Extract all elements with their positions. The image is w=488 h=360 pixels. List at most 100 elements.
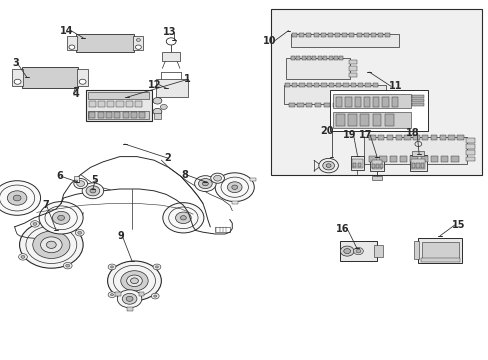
Bar <box>372 114 381 126</box>
Circle shape <box>108 292 116 298</box>
Bar <box>88 101 96 107</box>
Circle shape <box>33 231 70 258</box>
Bar <box>371 160 382 169</box>
Circle shape <box>210 173 224 183</box>
Text: 7: 7 <box>42 200 49 210</box>
Bar <box>296 56 300 60</box>
Text: 15: 15 <box>451 220 465 230</box>
Circle shape <box>126 296 133 301</box>
Text: 2: 2 <box>164 153 171 163</box>
Bar <box>12 69 23 86</box>
Bar <box>349 103 356 107</box>
Bar <box>386 135 392 140</box>
Bar <box>139 112 145 118</box>
Bar <box>420 258 459 262</box>
Bar <box>382 97 388 107</box>
Bar <box>290 34 398 47</box>
Circle shape <box>20 221 83 268</box>
Bar <box>98 112 103 118</box>
Bar <box>413 241 418 259</box>
Circle shape <box>82 183 103 199</box>
Text: 20: 20 <box>320 126 333 136</box>
Bar <box>354 97 360 107</box>
Circle shape <box>39 202 83 234</box>
Bar <box>305 103 312 107</box>
Bar <box>335 83 341 87</box>
Bar <box>415 163 419 168</box>
Bar <box>357 163 361 167</box>
Circle shape <box>130 278 138 284</box>
Bar <box>376 103 382 107</box>
Bar <box>385 33 389 37</box>
Circle shape <box>52 211 70 224</box>
Bar <box>377 135 384 140</box>
Bar <box>313 33 318 37</box>
Bar <box>439 135 445 140</box>
Bar <box>138 292 144 296</box>
Circle shape <box>74 179 87 189</box>
Bar <box>306 33 311 37</box>
Bar <box>313 83 319 87</box>
Bar <box>363 33 368 37</box>
Text: 5: 5 <box>91 175 98 185</box>
Bar <box>339 241 376 261</box>
Bar <box>133 36 143 50</box>
Bar <box>409 156 417 162</box>
Bar <box>347 114 356 126</box>
Circle shape <box>322 161 334 170</box>
Text: 11: 11 <box>388 81 402 91</box>
Circle shape <box>213 175 221 181</box>
Bar <box>430 156 437 162</box>
Bar <box>122 112 128 118</box>
Circle shape <box>202 181 208 186</box>
Circle shape <box>77 181 84 186</box>
Bar <box>126 307 132 311</box>
Circle shape <box>231 185 237 189</box>
Bar <box>249 178 255 181</box>
Text: 14: 14 <box>60 26 73 36</box>
Circle shape <box>136 39 140 41</box>
Bar <box>370 33 375 37</box>
Circle shape <box>69 45 75 49</box>
Bar <box>115 292 121 296</box>
Text: 19: 19 <box>342 130 355 140</box>
Bar <box>348 60 357 64</box>
Circle shape <box>30 221 39 227</box>
Bar <box>379 156 386 162</box>
Bar <box>421 135 427 140</box>
Bar <box>348 66 357 71</box>
Bar <box>320 33 325 37</box>
Bar <box>352 163 356 167</box>
Bar <box>314 103 321 107</box>
Bar <box>411 163 414 168</box>
Circle shape <box>155 266 158 268</box>
Circle shape <box>86 186 100 196</box>
Bar <box>162 52 180 61</box>
Bar <box>368 135 375 140</box>
Bar <box>440 156 447 162</box>
Text: 10: 10 <box>262 36 276 46</box>
Text: 1: 1 <box>183 74 190 84</box>
Bar <box>456 135 463 140</box>
Bar <box>106 112 112 118</box>
Bar <box>377 33 382 37</box>
Bar <box>372 97 379 107</box>
Bar <box>411 99 424 102</box>
Text: 6: 6 <box>57 171 63 181</box>
Bar <box>333 56 337 60</box>
Bar <box>343 83 348 87</box>
Bar <box>421 242 458 259</box>
Bar <box>375 164 378 168</box>
Bar <box>299 83 304 87</box>
Circle shape <box>194 176 216 192</box>
Bar <box>22 67 78 88</box>
Circle shape <box>340 246 353 256</box>
Circle shape <box>19 254 27 260</box>
Bar <box>88 111 149 119</box>
Circle shape <box>65 264 70 267</box>
Bar <box>465 138 474 143</box>
Circle shape <box>343 248 350 253</box>
Bar <box>339 56 343 60</box>
Bar <box>332 94 410 108</box>
Bar <box>465 144 474 149</box>
